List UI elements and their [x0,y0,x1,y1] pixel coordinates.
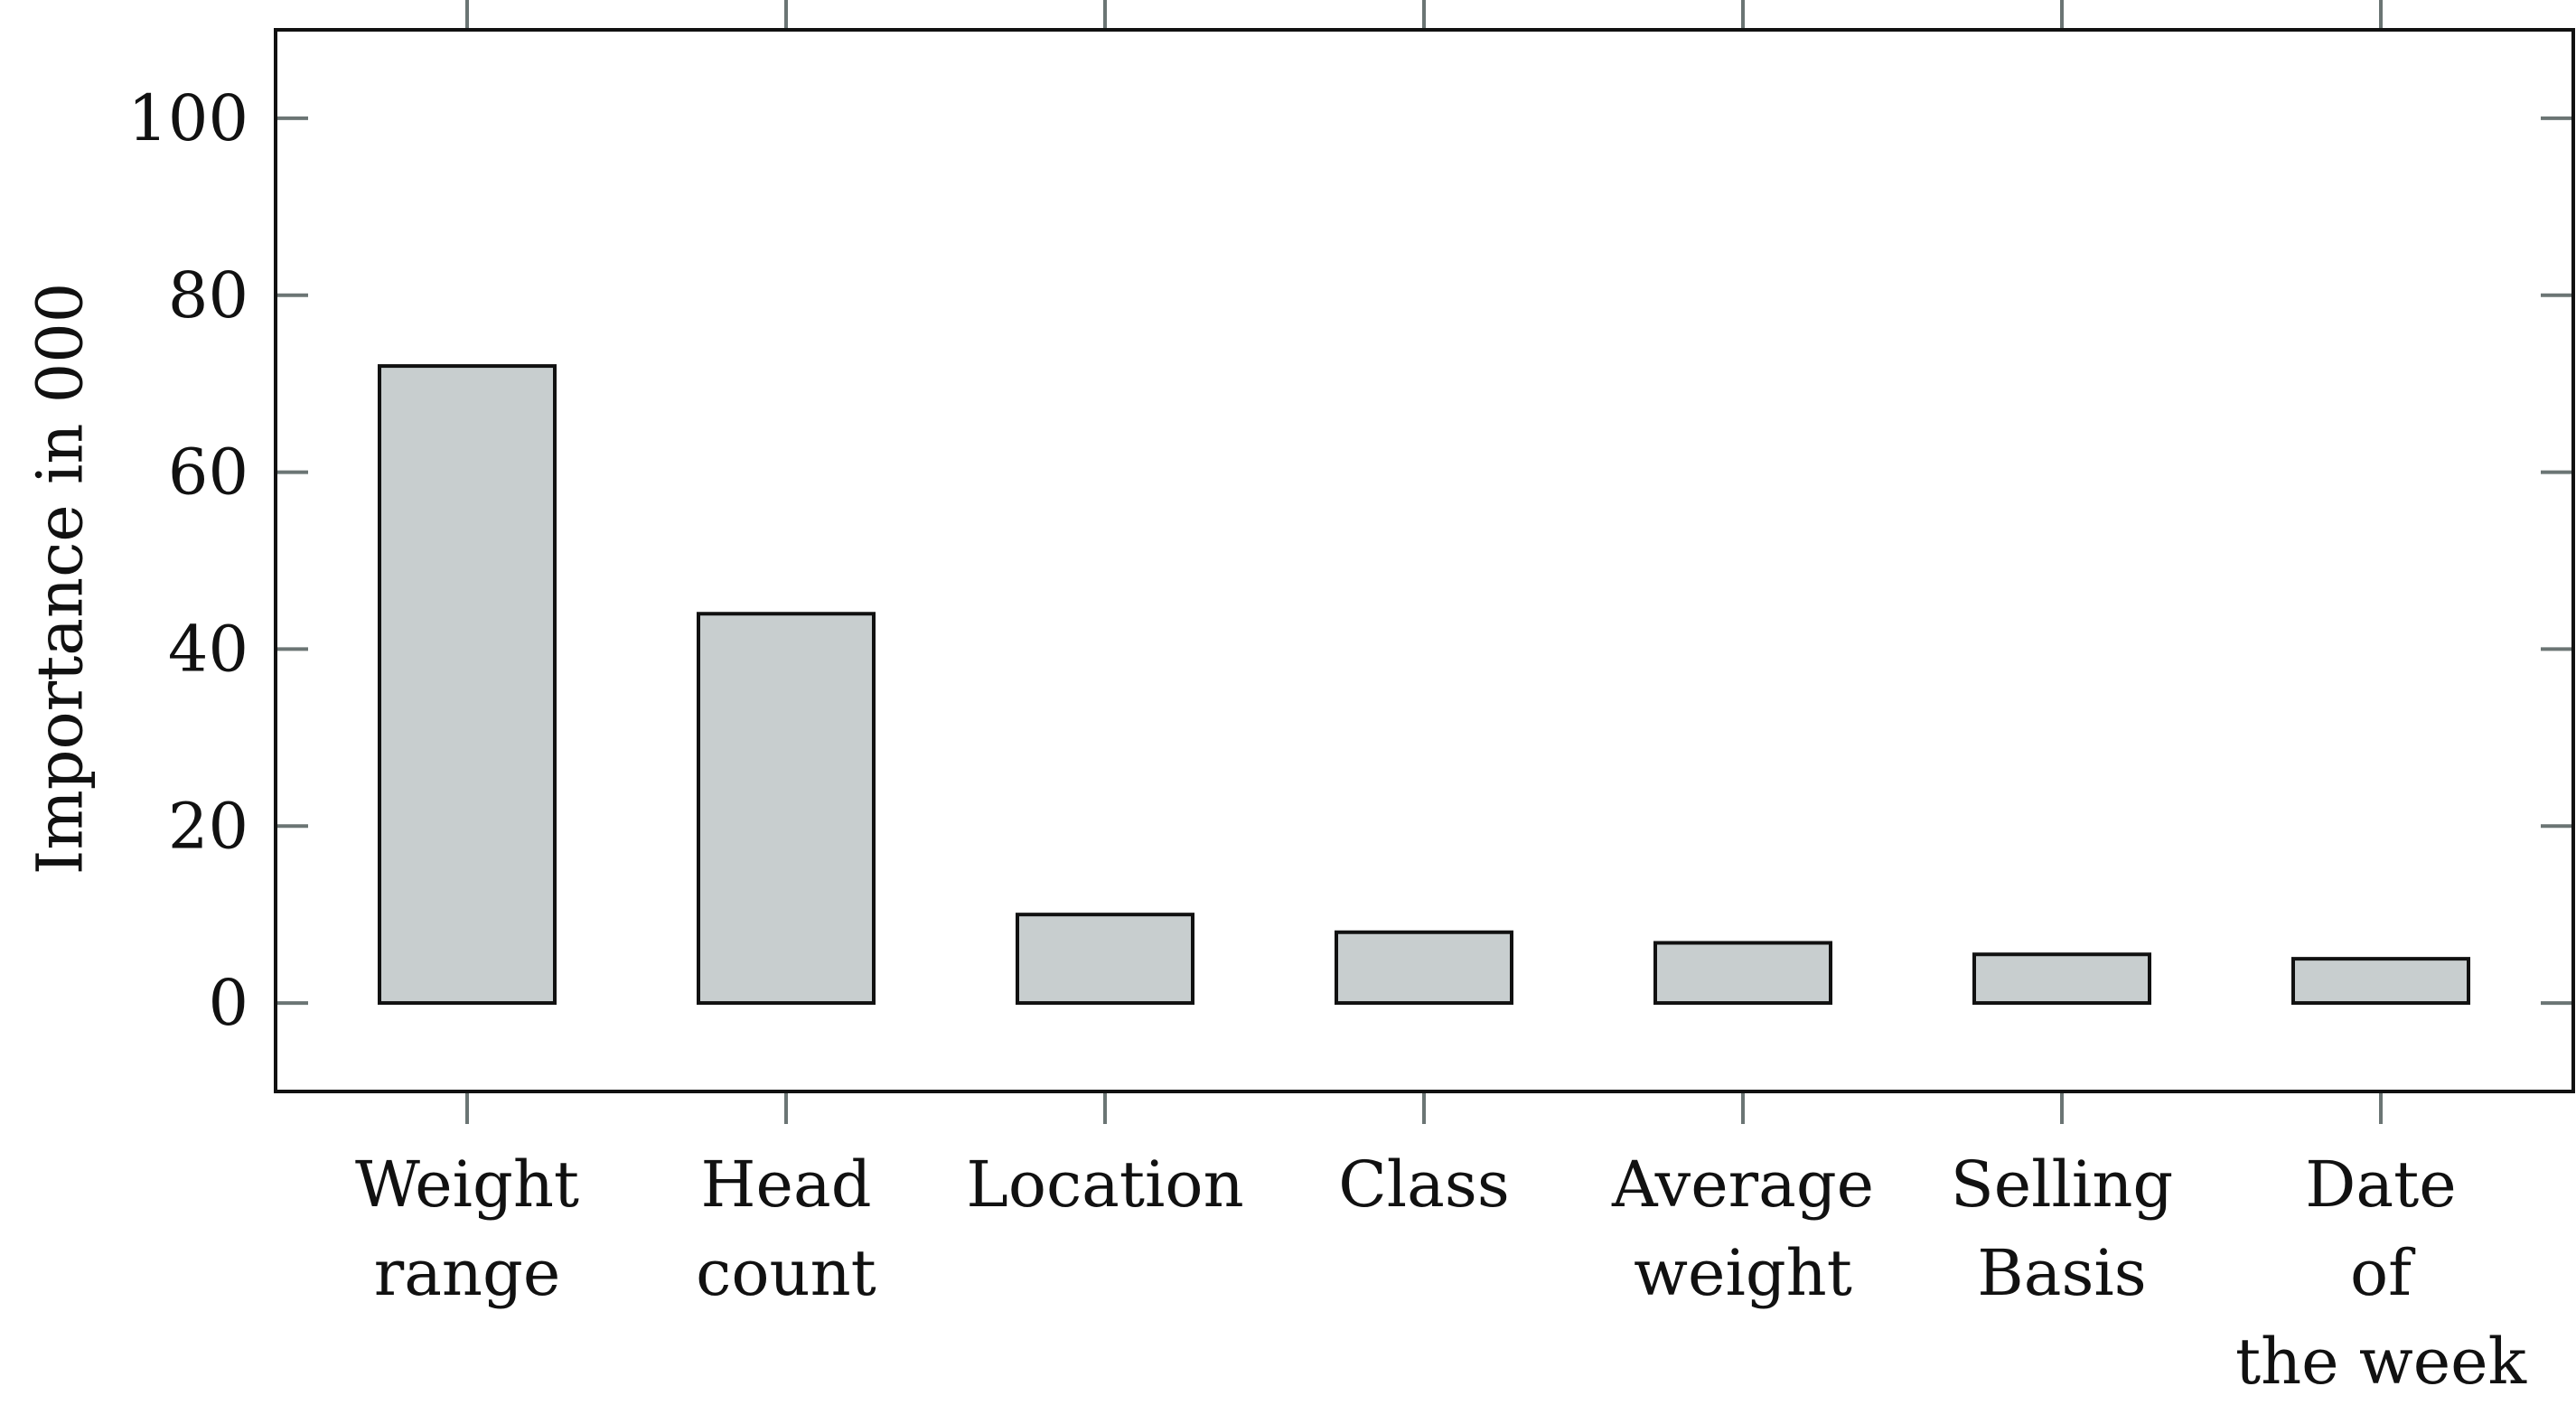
bar [1972,952,2151,1006]
bar [378,364,557,1006]
bar [2291,957,2470,1006]
bar [697,612,876,1006]
x-category-label-line: the week [2235,1325,2527,1399]
x-category-label-line: Class [1338,1147,1510,1222]
x-category-label: Location [966,1147,1243,1222]
x-category-label-line: Selling [1951,1147,2173,1222]
x-category-label-line: Date [2305,1147,2456,1222]
x-category-label: Average weight [1611,1147,1874,1310]
bar [1335,930,1513,1006]
bar [1653,941,1832,1006]
y-tick-label: 40 [168,612,248,686]
bar [1016,913,1194,1006]
bars [378,364,2470,1006]
x-category-label: Class [1338,1147,1510,1222]
x-category-label-line: Basis [1977,1236,2146,1310]
x-category-label-line: of [2350,1236,2416,1310]
y-tick-label: 0 [208,966,248,1040]
x-category-label: Selling Basis [1951,1147,2173,1310]
x-category-label: Head count [696,1147,876,1310]
x-category-labels: Weight range Head count Location Class Average… [355,1147,2527,1399]
x-category-label-line: range [374,1236,561,1310]
y-tick-labels: 0 20 40 60 80 100 [127,81,248,1040]
y-tick-label: 20 [168,789,248,863]
x-category-label-line: Head [700,1147,871,1222]
axis-ticks [276,0,2573,1124]
x-category-label-line: weight [1634,1236,1852,1310]
y-tick-label: 100 [127,81,248,155]
x-category-label-line: Average [1611,1147,1874,1222]
y-axis-title: Importance in 000 [23,283,98,876]
plot-frame [274,28,2575,1093]
x-category-label-line: count [696,1236,876,1310]
x-category-label: Weight range [355,1147,579,1310]
y-tick-label: 80 [168,258,248,333]
x-category-label-line: Location [966,1147,1243,1222]
x-category-label: Date of the week [2235,1147,2527,1399]
y-tick-label: 60 [168,436,248,510]
x-category-label-line: Weight [355,1147,579,1222]
